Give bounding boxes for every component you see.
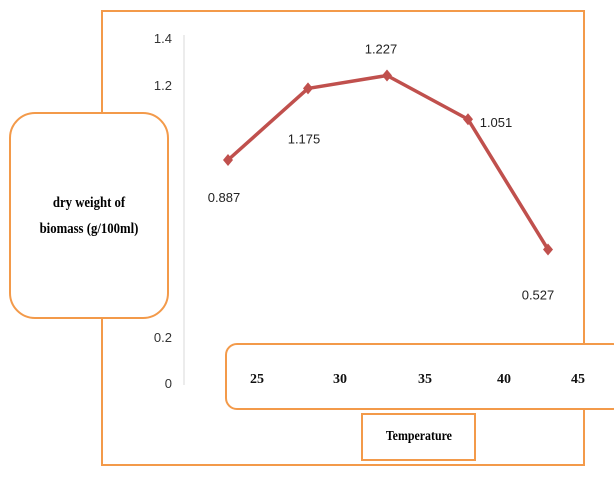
x-tick-label: 30 [333, 372, 347, 387]
y-axis-label: dry weight of biomass (g/100ml) [39, 194, 139, 237]
x-tick-label: 45 [571, 372, 585, 387]
x-tick-label: 40 [497, 372, 511, 387]
series-line-group [223, 69, 553, 256]
series-line [226, 73, 550, 251]
y-axis-ticks: 1.4 1.2 0.2 0 [154, 31, 172, 391]
y-tick-label: 1.4 [154, 31, 172, 46]
data-point-marker [543, 243, 553, 256]
y-axis-label-box: dry weight of biomass (g/100ml) [9, 112, 169, 319]
data-point-marker [303, 82, 313, 95]
data-point-marker [223, 154, 233, 166]
x-axis-ticks: 25 30 35 40 45 [250, 372, 585, 387]
data-label: 1.175 [288, 131, 321, 146]
data-point-marker [463, 113, 473, 126]
data-label: 0.887 [208, 190, 241, 205]
y-tick-label: 0.2 [154, 330, 172, 345]
data-label: 0.527 [522, 287, 555, 302]
data-label: 1.051 [480, 115, 513, 130]
x-tick-label: 25 [250, 372, 264, 387]
data-point-marker [382, 69, 392, 82]
y-tick-label: 0 [165, 376, 172, 391]
x-tick-label: 35 [418, 372, 432, 387]
data-labels: 0.887 1.175 1.227 1.051 0.527 [208, 42, 555, 303]
x-axis-title: Temperature [385, 429, 452, 444]
data-label: 1.227 [365, 42, 398, 57]
x-axis-box: 25 30 35 40 45 [225, 343, 614, 410]
y-tick-label: 1.2 [154, 78, 172, 93]
x-axis-title-box: Temperature [361, 413, 476, 461]
